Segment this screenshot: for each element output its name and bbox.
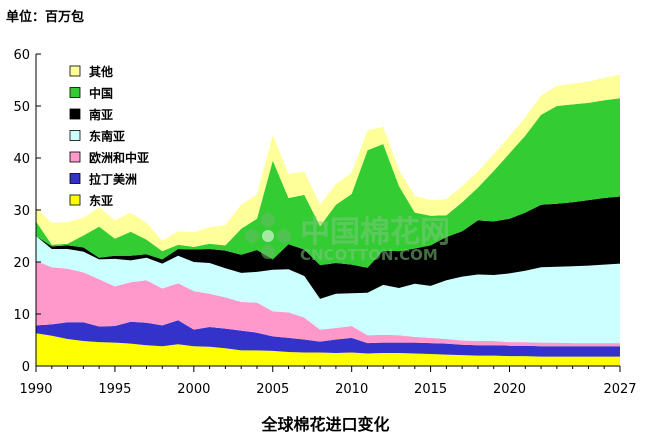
area-series-0 xyxy=(36,333,620,366)
x-tick-label: 1995 xyxy=(98,382,131,397)
x-tick-label: 2015 xyxy=(414,382,447,397)
x-tick-label: 2005 xyxy=(256,382,289,397)
legend-item: 其他 xyxy=(69,64,113,79)
watermark-logo-icon xyxy=(245,213,291,259)
watermark: 中国棉花网 CNCOTTON.COM xyxy=(245,213,450,264)
legend-swatch xyxy=(69,87,81,98)
legend-item: 东南亚 xyxy=(69,129,125,144)
y-tick-label: 60 xyxy=(13,48,30,63)
legend-label: 其他 xyxy=(89,64,113,79)
area-series-5 xyxy=(36,98,620,268)
x-tick-label: 2020 xyxy=(493,382,526,397)
watermark-domain: CNCOTTON.COM xyxy=(300,246,438,264)
legend-swatch xyxy=(69,194,81,206)
legend-swatch xyxy=(69,108,81,120)
chart-title: 全球棉花进口变化 xyxy=(261,415,390,434)
area-series-1 xyxy=(36,320,620,357)
area-series-4 xyxy=(36,196,620,299)
legend-label: 拉丁美洲 xyxy=(89,172,137,187)
legend-item: 东亚 xyxy=(69,193,113,208)
y-tick-label: 10 xyxy=(13,308,30,323)
legend-item: 南亚 xyxy=(69,107,113,122)
x-tick-label: 2027 xyxy=(603,382,636,397)
legend-item: 欧洲和中亚 xyxy=(69,150,149,165)
watermark-brand: 中国棉花网 xyxy=(300,215,450,250)
y-tick-label: 0 xyxy=(22,360,30,375)
legend-swatch xyxy=(69,173,81,184)
x-tick-label: 2010 xyxy=(335,382,368,397)
y-tick-label: 40 xyxy=(13,152,30,167)
legend-swatch xyxy=(69,130,81,141)
legend-item: 拉丁美洲 xyxy=(69,172,137,187)
y-tick-label: 30 xyxy=(13,204,30,219)
area-layers xyxy=(36,74,620,366)
x-tick-label: 2000 xyxy=(177,382,210,397)
area-series-2 xyxy=(36,261,620,347)
legend-label: 东南亚 xyxy=(89,129,125,144)
legend-label: 东亚 xyxy=(89,193,113,208)
x-tick-label: 1990 xyxy=(19,382,52,397)
stacked-area-chart: 0 10 20 30 40 50 60 1990 1995 2000 2005 2010 2015 202… xyxy=(13,48,636,397)
y-tick-label: 50 xyxy=(13,100,30,115)
legend-swatch xyxy=(69,65,81,77)
area-series-6 xyxy=(36,74,620,252)
legend-label: 欧洲和中亚 xyxy=(89,150,149,165)
legend-swatch xyxy=(69,151,81,163)
y-tick-label: 20 xyxy=(13,256,30,271)
legend-label: 中国 xyxy=(89,86,113,101)
legend-label: 南亚 xyxy=(89,107,113,122)
axes: 0 10 20 30 40 50 60 1990 1995 2000 2005 2010 2015 202… xyxy=(13,48,636,397)
area-series-3 xyxy=(36,236,620,344)
unit-label: 单位：百万包 xyxy=(6,10,85,25)
legend-item: 中国 xyxy=(69,86,113,101)
